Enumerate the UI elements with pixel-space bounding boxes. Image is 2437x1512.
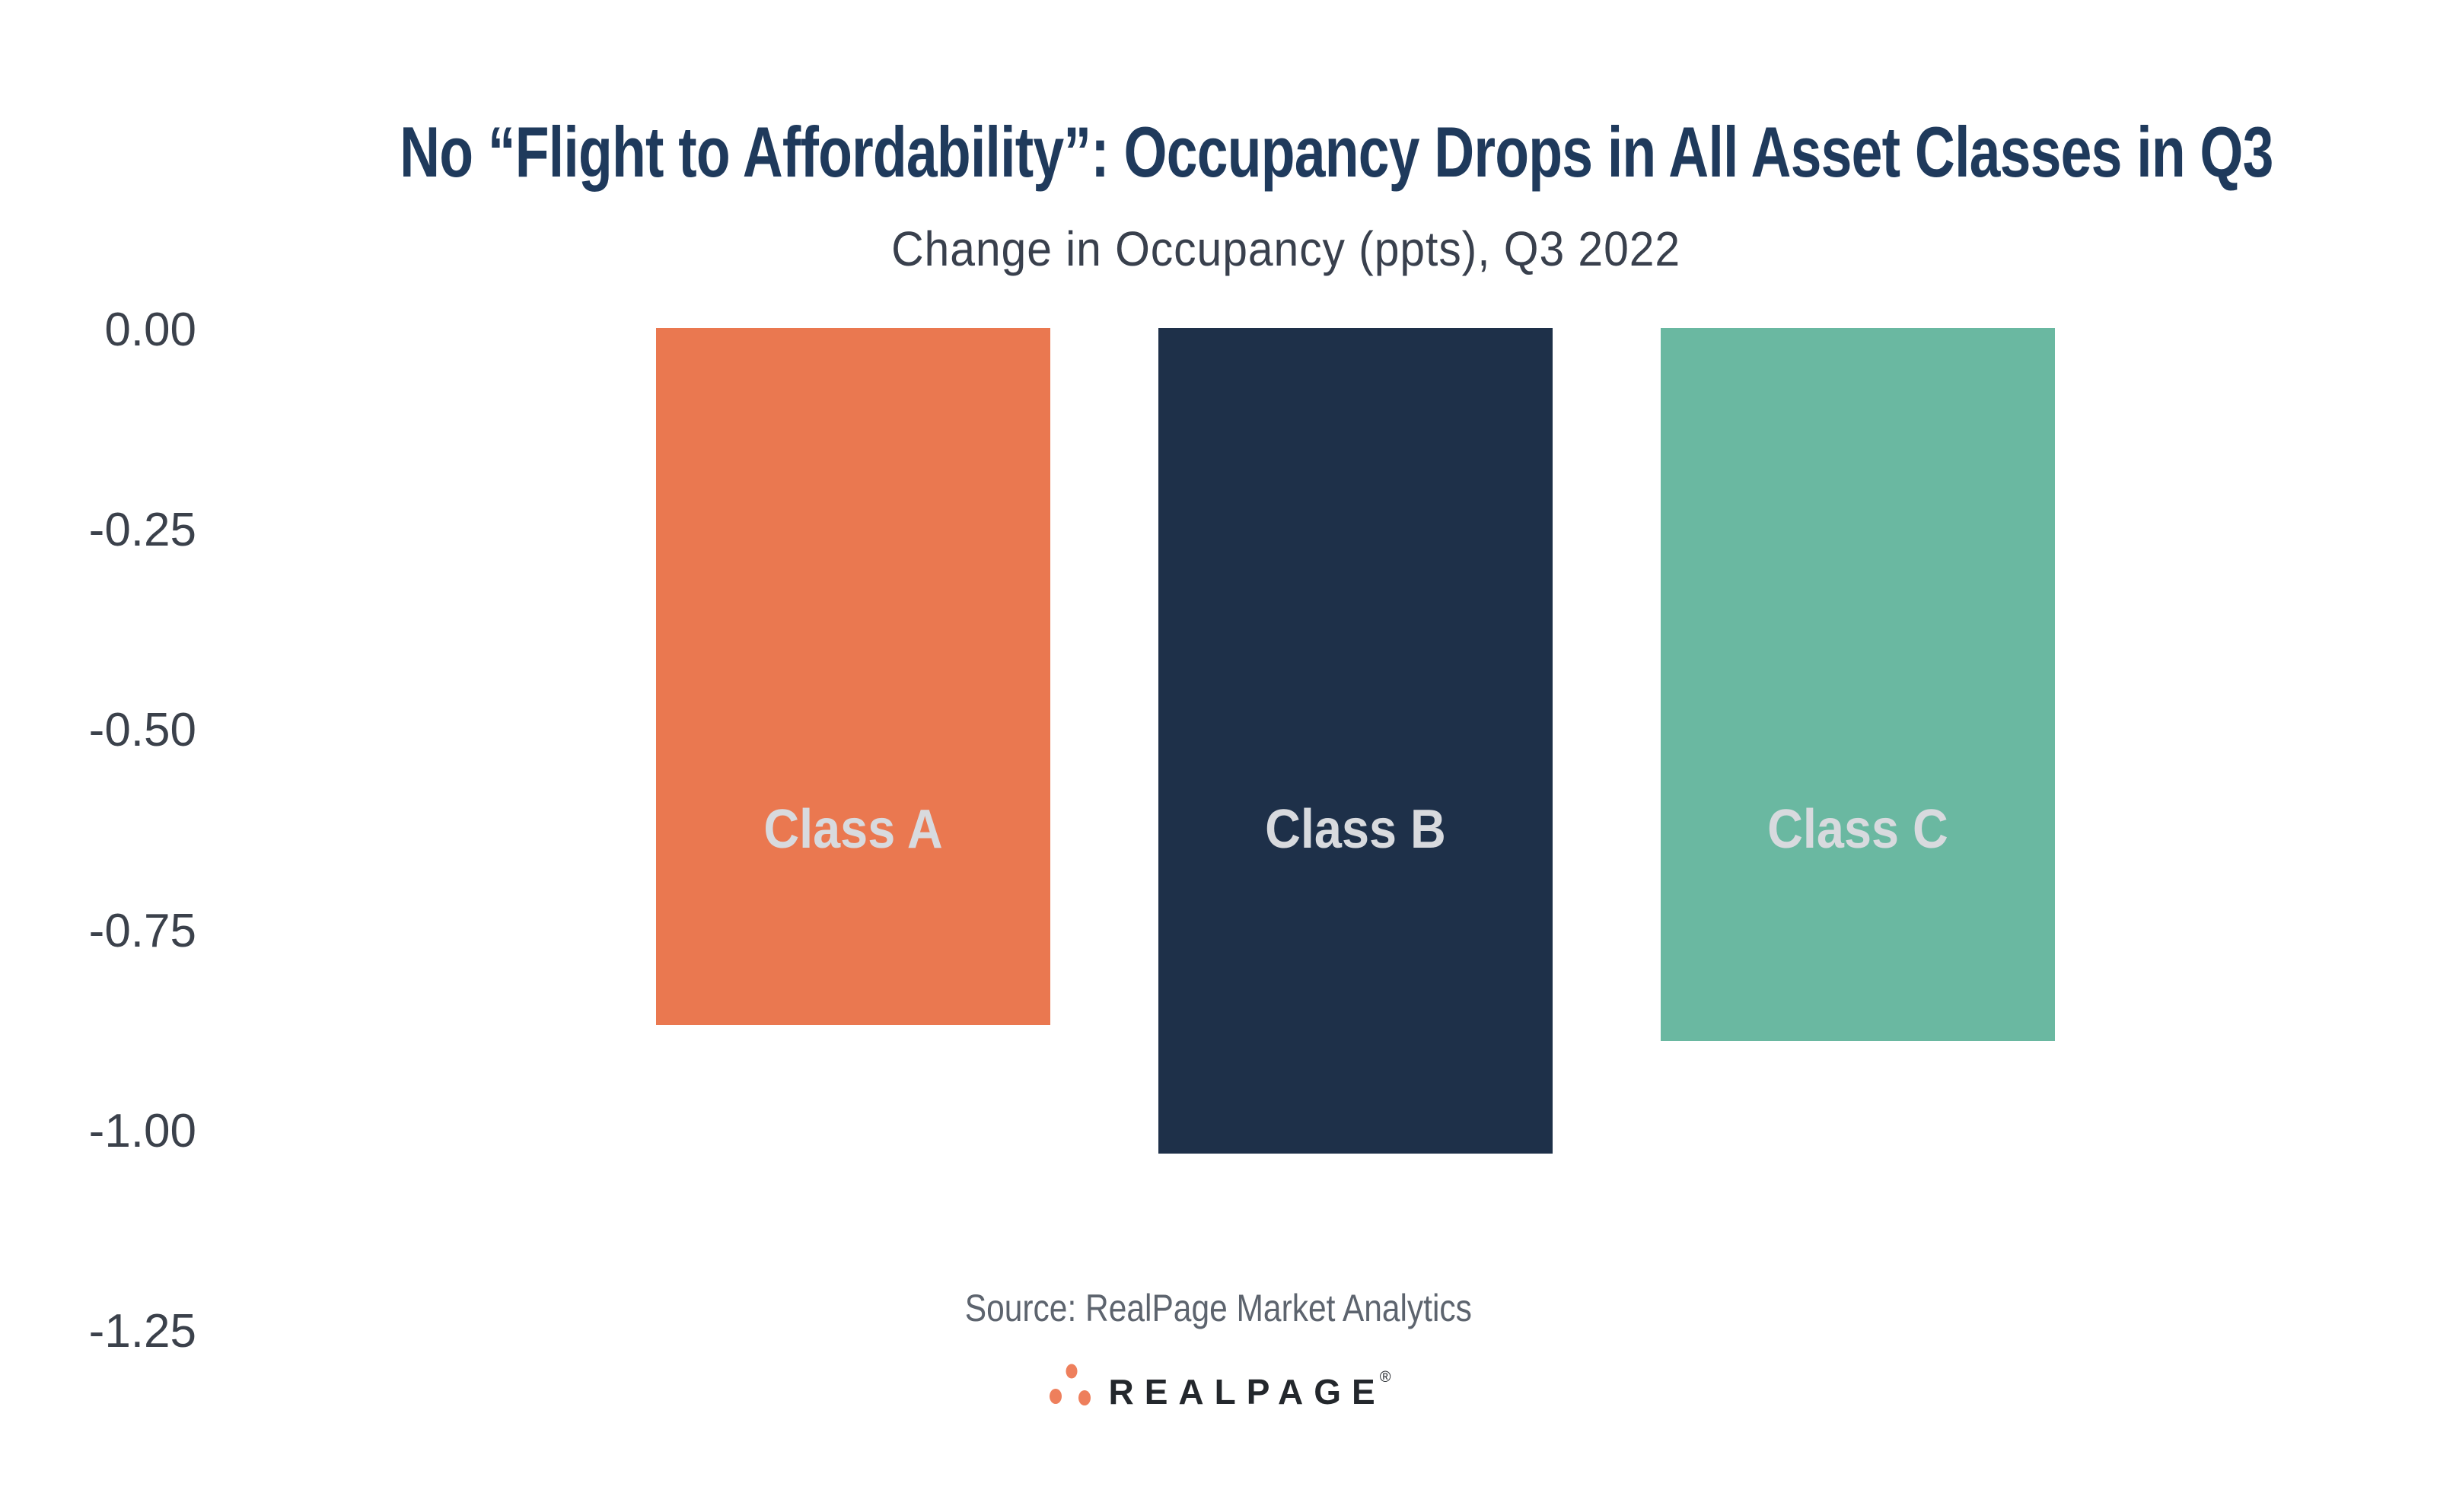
bar-label: Class A <box>763 799 943 860</box>
bar-label: Class C <box>1767 799 1948 860</box>
bar-label: Class B <box>1265 799 1446 860</box>
chart-title: No “Flight to Affordability”: Occupancy … <box>400 112 2273 192</box>
realpage-logo-text: REALPAGE <box>1108 1372 1386 1412</box>
chart-title-row: No “Flight to Affordability”: Occupancy … <box>135 112 2437 192</box>
y-tick-label: 0.00 <box>104 304 196 356</box>
y-tick-label: -1.25 <box>88 1305 196 1358</box>
y-tick-label: -1.00 <box>88 1104 196 1157</box>
y-axis: 0.00 -0.25 -0.50 -0.75 -1.00 -1.25 <box>0 0 196 1512</box>
bar-class-c: Class C <box>1661 328 2055 1041</box>
y-tick-label: -0.25 <box>88 504 196 557</box>
realpage-three-dots-icon <box>1049 1364 1091 1405</box>
registered-trademark-icon: ® <box>1379 1369 1391 1386</box>
chart-subtitle: Change in Occupancy (ppts), Q3 2022 <box>891 221 1681 276</box>
bar-class-a: Class A <box>656 328 1050 1025</box>
y-tick-label: -0.75 <box>88 904 196 957</box>
source-row: Source: RealPage Market Analytics <box>0 1286 2437 1330</box>
chart-subtitle-row: Change in Occupancy (ppts), Q3 2022 <box>135 221 2437 276</box>
bar-class-b: Class B <box>1158 328 1553 1154</box>
y-tick-label: -0.50 <box>88 704 196 757</box>
source-note: Source: RealPage Market Analytics <box>964 1287 1473 1329</box>
realpage-logo: REALPAGE ® <box>0 1361 2437 1409</box>
